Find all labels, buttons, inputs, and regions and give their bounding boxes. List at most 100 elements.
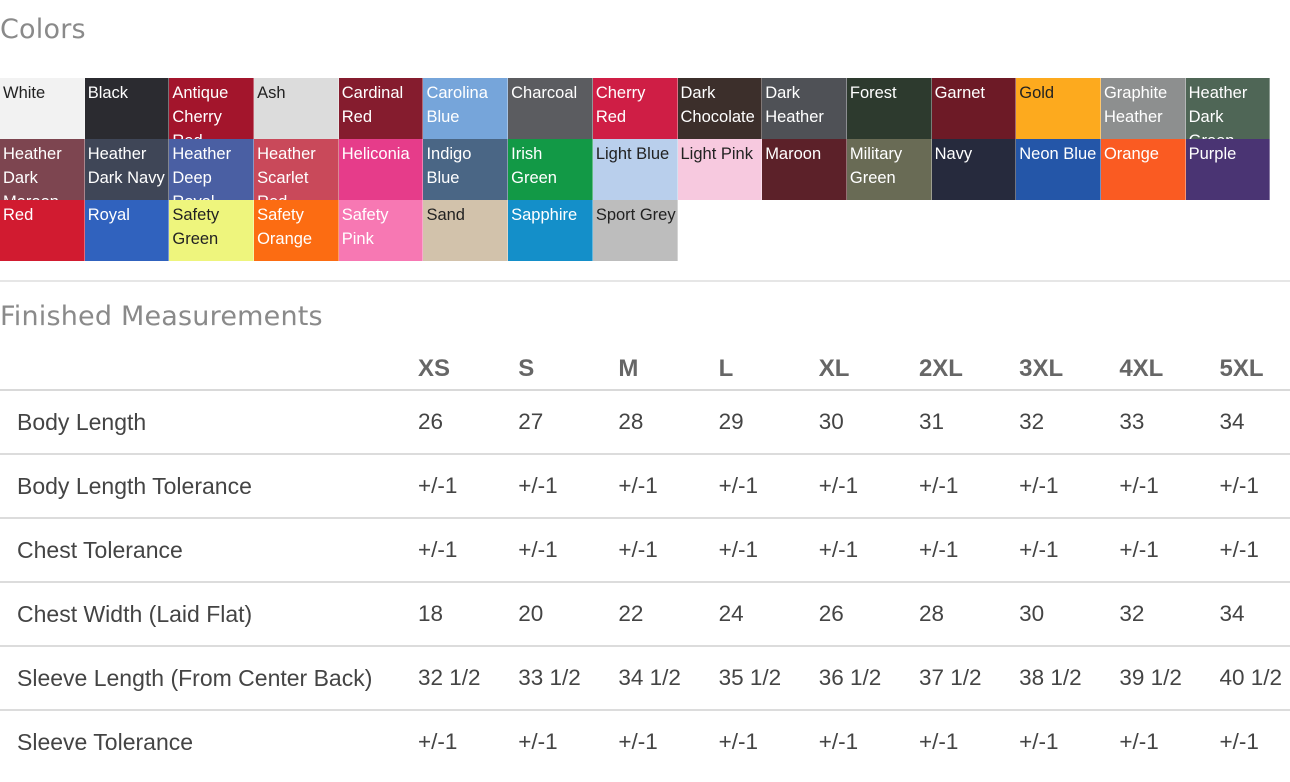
color-swatch[interactable]: Navy bbox=[931, 139, 1017, 200]
color-swatch-label: Ash bbox=[257, 84, 286, 102]
color-swatch-label: Light Pink bbox=[680, 145, 753, 163]
color-swatch-label: Neon Blue bbox=[1019, 145, 1097, 163]
color-swatch-label: Black bbox=[87, 84, 129, 102]
color-swatch[interactable]: Ash bbox=[254, 78, 339, 139]
color-swatch[interactable]: Indigo Blue bbox=[423, 139, 509, 200]
measurement-value: 34 1/2 bbox=[618, 646, 719, 711]
color-swatch-label: Forest bbox=[849, 84, 897, 102]
measurement-value: 28 bbox=[618, 390, 719, 455]
color-swatch[interactable]: Red bbox=[0, 200, 85, 261]
color-swatch[interactable]: Military Green bbox=[846, 139, 932, 200]
color-swatch-label: Military Green bbox=[849, 145, 903, 187]
size-header-row: XS S M L XL 2XL 3XL 4XL 5XL bbox=[0, 349, 1290, 391]
color-swatch[interactable]: Black bbox=[84, 78, 170, 139]
color-swatch[interactable]: Purple bbox=[1185, 139, 1271, 200]
color-swatch-grid: White Black Antique Cherry Red Ash Cardinal … bbox=[0, 78, 1271, 261]
measurement-value: +/-1 bbox=[518, 518, 619, 583]
color-swatch-label: Orange bbox=[1103, 145, 1159, 163]
color-swatch[interactable]: Safety Green bbox=[169, 200, 255, 261]
measurement-row: Chest Width (Laid Flat) 18 20 22 24 26 28 30 32 3… bbox=[0, 582, 1290, 647]
color-swatch[interactable]: Safety Orange bbox=[254, 200, 339, 261]
size-header: 2XL bbox=[918, 349, 1020, 391]
measurement-value: +/-1 bbox=[1019, 454, 1120, 519]
measurement-value: 26 bbox=[818, 582, 919, 647]
measurement-value: 36 1/2 bbox=[818, 646, 919, 711]
color-swatch[interactable]: Cardinal Red bbox=[338, 78, 424, 139]
color-swatch[interactable]: Safety Pink bbox=[338, 200, 424, 261]
measurement-value: 37 1/2 bbox=[918, 646, 1020, 711]
color-swatch-label: Heather Scarlet Red bbox=[257, 145, 316, 200]
color-swatch-label: Safety Pink bbox=[341, 206, 389, 248]
color-swatch[interactable]: Gold bbox=[1016, 78, 1101, 139]
color-swatch-label: Antique Cherry Red bbox=[172, 84, 229, 139]
measurement-value: +/-1 bbox=[1219, 729, 1259, 754]
color-swatch[interactable]: Charcoal bbox=[508, 78, 593, 139]
measurement-label: Body Length bbox=[0, 390, 418, 455]
color-swatch[interactable]: Light Pink bbox=[677, 139, 763, 200]
color-swatch[interactable]: Heliconia bbox=[338, 139, 424, 200]
color-swatch[interactable]: Graphite Heather bbox=[1100, 78, 1186, 139]
color-swatch[interactable]: Light Blue bbox=[592, 139, 678, 200]
color-swatch[interactable]: Neon Blue bbox=[1016, 139, 1101, 200]
measurement-value: +/-1 bbox=[818, 729, 859, 754]
color-swatch[interactable]: Cherry Red bbox=[592, 78, 678, 139]
color-swatch-label: Charcoal bbox=[511, 84, 578, 102]
measurement-value: +/-1 bbox=[918, 518, 1020, 583]
measurement-value: 32 1/2 bbox=[418, 646, 519, 711]
measurement-value: 32 bbox=[1019, 390, 1120, 455]
color-swatch[interactable]: Sand bbox=[423, 200, 509, 261]
color-swatch[interactable]: Royal bbox=[84, 200, 170, 261]
measurement-value: +/-1 bbox=[718, 454, 819, 519]
color-swatch-label: Indigo Blue bbox=[426, 145, 472, 187]
color-swatch-label: Cardinal Red bbox=[341, 84, 404, 126]
color-swatch[interactable]: Heather Dark Green bbox=[1185, 78, 1271, 139]
section-divider bbox=[0, 280, 1290, 282]
measurement-value: 39 1/2 bbox=[1119, 646, 1220, 711]
color-swatch[interactable]: Irish Green bbox=[508, 139, 593, 200]
color-swatch[interactable]: Sapphire bbox=[508, 200, 593, 261]
color-swatch-label: Graphite Heather bbox=[1103, 84, 1168, 126]
measurement-value: 30 bbox=[818, 390, 919, 455]
measurement-value: +/-1 bbox=[518, 454, 619, 519]
measurement-value: 18 bbox=[418, 582, 519, 647]
color-swatch[interactable]: Heather Dark Navy bbox=[84, 139, 170, 200]
measurement-value: +/-1 bbox=[1119, 518, 1220, 583]
color-swatch[interactable]: Carolina Blue bbox=[423, 78, 509, 139]
color-swatch[interactable]: Garnet bbox=[931, 78, 1017, 139]
measurement-value: +/-1 bbox=[1219, 454, 1290, 519]
measurement-value: 28 bbox=[918, 582, 1020, 647]
color-swatch[interactable]: Dark Heather bbox=[762, 78, 847, 139]
measurement-value: 40 1/2 bbox=[1219, 646, 1290, 711]
color-swatch[interactable]: White bbox=[0, 78, 85, 139]
size-header: XS bbox=[418, 349, 519, 391]
color-swatch[interactable]: Dark Chocolate bbox=[677, 78, 763, 139]
measurement-value: 31 bbox=[918, 390, 1020, 455]
measurement-row: Chest Tolerance +/-1 +/-1 +/-1 +/-1 +/-1 +/-1 +… bbox=[0, 518, 1290, 583]
measurement-value: 33 bbox=[1119, 390, 1220, 455]
measurement-row: Body Length 26 27 28 29 30 31 32 33 34 bbox=[0, 390, 1290, 455]
color-swatch[interactable]: Sport Grey bbox=[592, 200, 678, 261]
measurement-value: +/-1 bbox=[718, 729, 758, 754]
color-swatch-label: Heather Dark Green bbox=[1188, 84, 1248, 139]
size-header: 4XL bbox=[1119, 349, 1220, 391]
size-header: S bbox=[518, 349, 619, 391]
measurement-value: +/-1 bbox=[1019, 729, 1059, 754]
color-swatch[interactable]: Orange bbox=[1100, 139, 1186, 200]
measurement-value: +/-1 bbox=[718, 518, 819, 583]
color-swatch[interactable]: Maroon bbox=[762, 139, 847, 200]
color-swatch[interactable]: Antique Cherry Red bbox=[169, 78, 255, 139]
color-swatch[interactable]: Heather Scarlet Red bbox=[254, 139, 339, 200]
measurement-value: 22 bbox=[618, 582, 719, 647]
color-swatch[interactable]: Heather Dark Maroon bbox=[0, 139, 85, 200]
size-header: 5XL bbox=[1219, 349, 1290, 391]
color-swatch[interactable]: Forest bbox=[846, 78, 932, 139]
color-swatch-label: Dark Chocolate bbox=[680, 84, 755, 126]
measurement-value: +/-1 bbox=[918, 454, 1020, 519]
color-swatch-label: Safety Green bbox=[172, 206, 220, 248]
measurement-value: +/-1 bbox=[1119, 454, 1220, 519]
measurement-value: +/-1 bbox=[418, 729, 458, 754]
measurement-value: +/-1 bbox=[1119, 729, 1159, 754]
color-swatch[interactable]: Heather Deep Royal bbox=[169, 139, 255, 200]
color-swatch-label: Dark Heather bbox=[765, 84, 824, 126]
color-swatch-label: Navy bbox=[934, 145, 973, 163]
